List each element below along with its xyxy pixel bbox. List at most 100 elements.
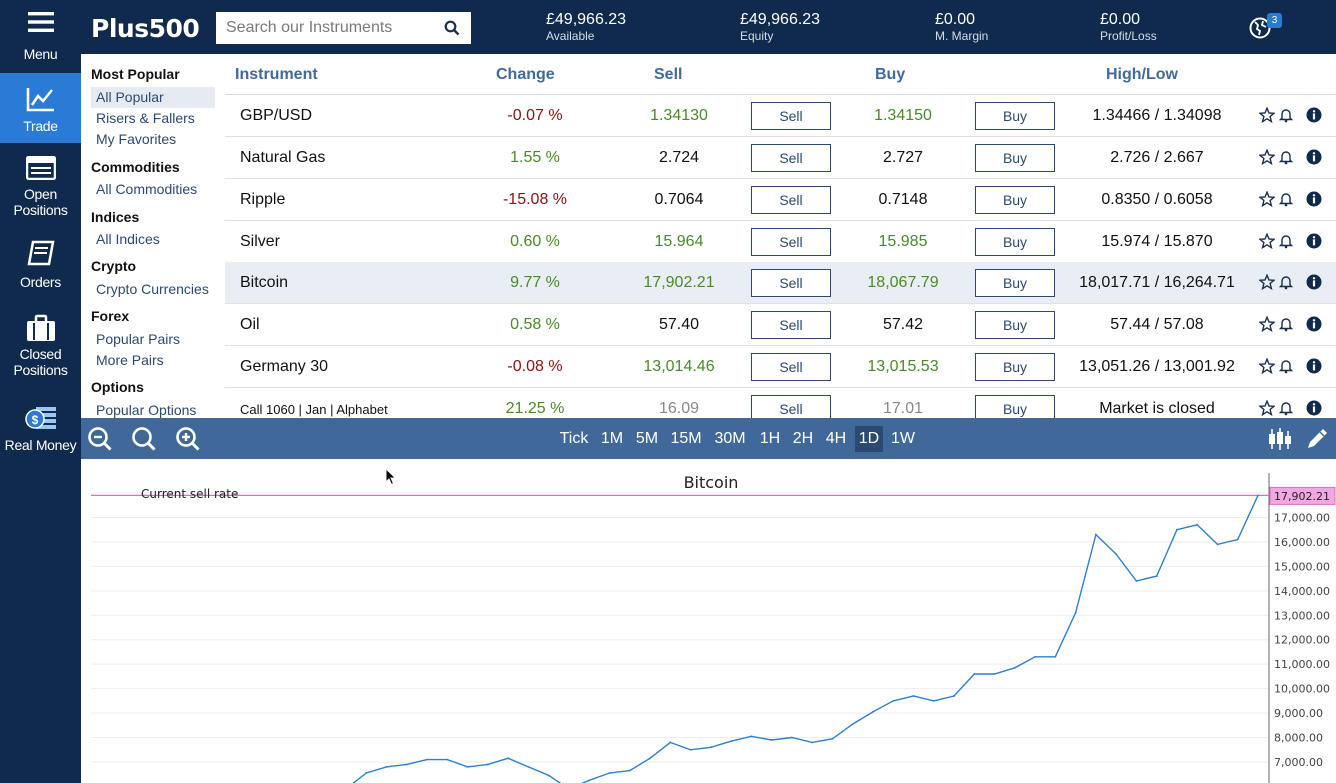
alert-bell-icon[interactable] bbox=[1278, 149, 1294, 165]
header-change[interactable]: Change bbox=[496, 66, 555, 83]
favorite-star-icon[interactable] bbox=[1259, 149, 1275, 165]
info-icon[interactable] bbox=[1306, 107, 1322, 123]
info-icon[interactable] bbox=[1306, 400, 1322, 416]
info-icon[interactable] bbox=[1306, 358, 1322, 374]
category-my-favorites[interactable]: My Favorites bbox=[96, 131, 177, 147]
timeframe-1d[interactable]: 1D bbox=[855, 426, 883, 452]
buy-button[interactable]: Buy bbox=[975, 228, 1055, 256]
info-icon[interactable] bbox=[1306, 191, 1322, 207]
zoom-in-icon[interactable] bbox=[175, 426, 201, 452]
alert-bell-icon[interactable] bbox=[1278, 233, 1294, 249]
globe-notifications-icon[interactable] bbox=[1249, 17, 1271, 39]
category-popular-pairs[interactable]: Popular Pairs bbox=[96, 331, 181, 347]
timeframe-15m[interactable]: 15M bbox=[670, 430, 702, 447]
info-icon[interactable] bbox=[1306, 149, 1322, 165]
info-icon[interactable] bbox=[1306, 233, 1322, 249]
nav-open-positions[interactable]: Open Positions bbox=[0, 152, 81, 222]
buy-price: 18,067.79 bbox=[867, 274, 939, 291]
buy-button[interactable]: Buy bbox=[975, 102, 1055, 130]
search-icon[interactable] bbox=[444, 20, 460, 36]
timeframe-1m[interactable]: 1M bbox=[600, 430, 624, 447]
alert-bell-icon[interactable] bbox=[1278, 274, 1294, 290]
buy-price: 57.42 bbox=[882, 316, 924, 333]
sell-button[interactable]: Sell bbox=[751, 228, 831, 256]
category-heading: Commodities bbox=[91, 159, 180, 175]
sell-button[interactable]: Sell bbox=[751, 311, 831, 339]
price-point bbox=[1034, 655, 1036, 658]
price-point bbox=[405, 763, 408, 766]
header-instrument[interactable]: Instrument bbox=[235, 66, 318, 83]
search-input[interactable] bbox=[217, 13, 437, 43]
briefcase-icon bbox=[26, 314, 55, 341]
timeframe-2h[interactable]: 2H bbox=[792, 430, 814, 447]
timeframe-30m[interactable]: 30M bbox=[714, 430, 746, 447]
category-more-pairs[interactable]: More Pairs bbox=[96, 352, 164, 368]
alert-bell-icon[interactable] bbox=[1278, 191, 1294, 207]
category-all-indices[interactable]: All Indices bbox=[96, 231, 160, 247]
favorite-star-icon[interactable] bbox=[1259, 316, 1275, 332]
table-row[interactable]: Bitcoin 9.77 % 17,902.21 Sell 18,067.79 Buy 18… bbox=[225, 262, 1336, 304]
buy-button[interactable]: Buy bbox=[975, 186, 1055, 214]
pencil-draw-icon[interactable] bbox=[1304, 426, 1330, 452]
sell-button[interactable]: Sell bbox=[751, 269, 831, 297]
price-point bbox=[1216, 543, 1219, 546]
buy-button[interactable]: Buy bbox=[975, 144, 1055, 172]
timeframe-tick[interactable]: Tick bbox=[559, 430, 589, 447]
category-risers-fallers[interactable]: Risers & Fallers bbox=[96, 110, 195, 126]
favorite-star-icon[interactable] bbox=[1259, 274, 1275, 290]
alert-bell-icon[interactable] bbox=[1278, 107, 1294, 123]
sell-button[interactable]: Sell bbox=[751, 144, 831, 172]
alert-bell-icon[interactable] bbox=[1278, 400, 1294, 416]
table-row[interactable]: Natural Gas 1.55 % 2.724 Sell 2.727 Buy 2.726 … bbox=[225, 137, 1336, 179]
buy-button[interactable]: Buy bbox=[975, 311, 1055, 339]
info-icon[interactable] bbox=[1306, 274, 1322, 290]
table-row[interactable]: Silver 0.60 % 15.964 Sell 15.985 Buy 15.974 / … bbox=[225, 221, 1336, 263]
category-all-commodities[interactable]: All Commodities bbox=[96, 181, 198, 197]
price-point bbox=[811, 741, 814, 744]
nav-orders[interactable]: Orders bbox=[0, 236, 81, 298]
buy-button[interactable]: Buy bbox=[975, 395, 1055, 418]
table-row[interactable]: Ripple -15.08 % 0.7064 Sell 0.7148 Buy 0.8350 … bbox=[225, 179, 1336, 221]
timeframe-4h[interactable]: 4H bbox=[825, 430, 847, 447]
zoom-out-icon[interactable] bbox=[87, 426, 113, 452]
nav-closed-positions[interactable]: Closed Positions bbox=[0, 310, 81, 382]
buy-button[interactable]: Buy bbox=[975, 269, 1055, 297]
sell-price: 57.40 bbox=[658, 316, 700, 333]
favorite-star-icon[interactable] bbox=[1259, 400, 1275, 416]
instrument-search[interactable] bbox=[216, 12, 471, 44]
nav-trade[interactable]: Trade bbox=[0, 73, 81, 143]
table-row[interactable]: Call 1060 | Jan | Alphabet 21.25 % 16.09 Se… bbox=[225, 388, 1336, 418]
table-row[interactable]: Germany 30 -0.08 % 13,014.46 Sell 13,015.53 B… bbox=[225, 346, 1336, 388]
table-row[interactable]: GBP/USD -0.07 % 1.34130 Sell 1.34150 Buy 1.344… bbox=[225, 95, 1336, 137]
zoom-reset-icon[interactable] bbox=[131, 426, 157, 452]
sell-button[interactable]: Sell bbox=[751, 353, 831, 381]
sell-button[interactable]: Sell bbox=[751, 102, 831, 130]
category-crypto-currencies[interactable]: Crypto Currencies bbox=[96, 281, 209, 297]
info-icon[interactable] bbox=[1306, 316, 1322, 332]
favorite-star-icon[interactable] bbox=[1259, 107, 1275, 123]
sell-price: 16.09 bbox=[658, 400, 700, 417]
bitcoin-price-line bbox=[352, 495, 1259, 783]
timeframe-1h[interactable]: 1H bbox=[759, 430, 781, 447]
price-point bbox=[770, 739, 773, 741]
alert-bell-icon[interactable] bbox=[1278, 316, 1294, 332]
nav-real-money[interactable]: $ Real Money bbox=[0, 400, 81, 464]
favorite-star-icon[interactable] bbox=[1259, 191, 1275, 207]
favorite-star-icon[interactable] bbox=[1259, 233, 1275, 249]
category-popular-options[interactable]: Popular Options bbox=[96, 402, 197, 418]
category-all-popular[interactable]: All Popular bbox=[91, 87, 215, 108]
timeframe-1w[interactable]: 1W bbox=[891, 430, 915, 447]
menu-button[interactable]: Menu bbox=[0, 10, 81, 72]
candlestick-icon[interactable] bbox=[1267, 426, 1293, 452]
alert-bell-icon[interactable] bbox=[1278, 358, 1294, 374]
timeframe-5m[interactable]: 5M bbox=[635, 430, 659, 447]
high-low-value: 57.44 / 57.08 bbox=[1110, 316, 1204, 333]
category-heading: Crypto bbox=[91, 258, 137, 274]
sell-button[interactable]: Sell bbox=[751, 395, 831, 418]
price-chart[interactable]: 18,000.0017,000.0016,000.0015,000.0014,0… bbox=[81, 459, 1336, 783]
buy-button[interactable]: Buy bbox=[975, 353, 1055, 381]
table-row[interactable]: Oil 0.58 % 57.40 Sell 57.42 Buy 57.44 / 57.08 bbox=[225, 304, 1336, 346]
sell-button[interactable]: Sell bbox=[751, 186, 831, 214]
y-tick-label: 16,000.00 bbox=[1274, 536, 1330, 549]
favorite-star-icon[interactable] bbox=[1259, 358, 1275, 374]
